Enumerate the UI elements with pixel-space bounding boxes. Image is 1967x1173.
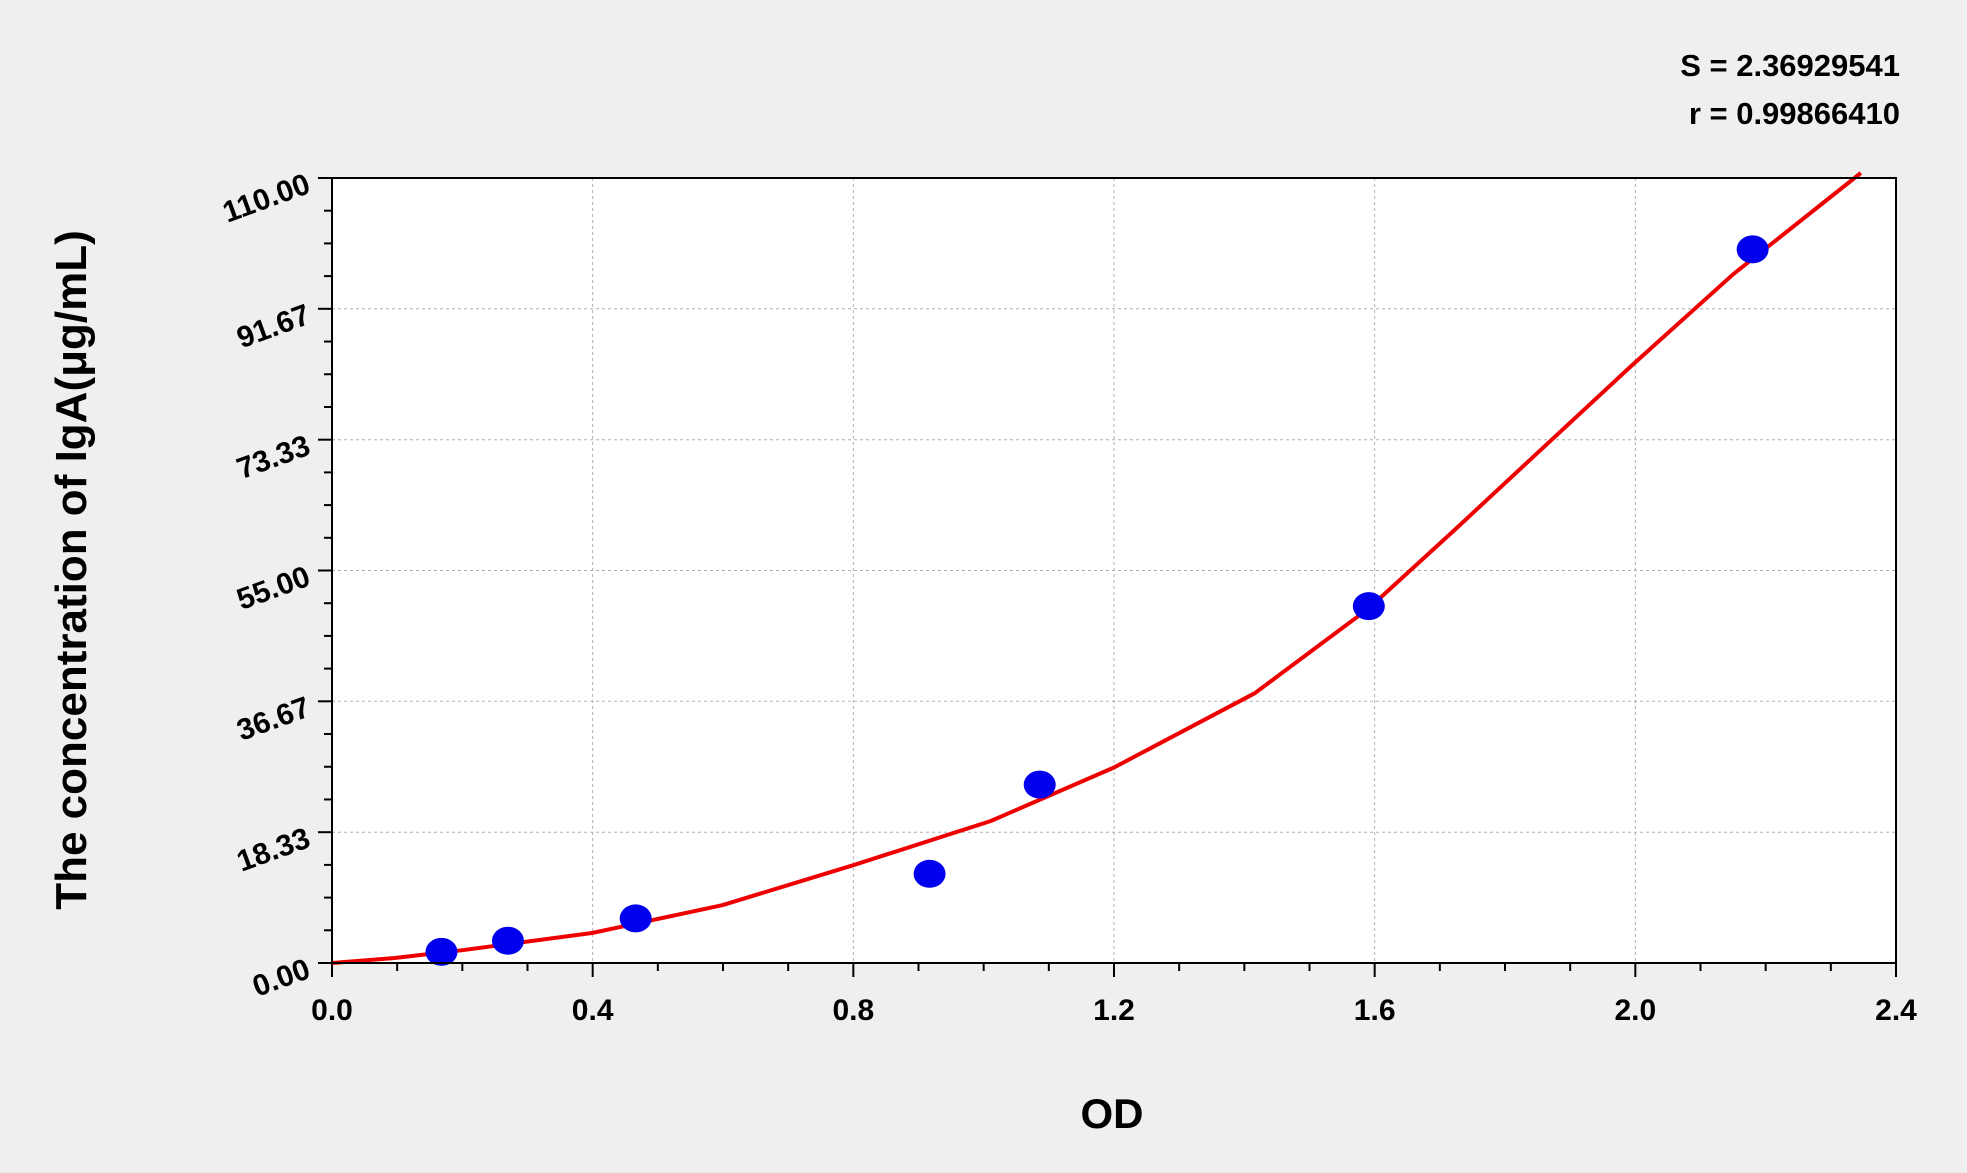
data-point xyxy=(1736,235,1769,264)
data-point xyxy=(1352,592,1385,621)
data-point xyxy=(619,904,652,933)
x-axis-label: OD xyxy=(1081,1090,1144,1137)
data-point xyxy=(425,937,458,966)
y-tick-label: 55.00 xyxy=(233,560,315,617)
data-point xyxy=(1023,770,1056,799)
x-tick-label: 1.6 xyxy=(1354,994,1396,1027)
x-tick-label: 2.0 xyxy=(1614,994,1656,1027)
y-axis-label: The concentration of IgA(μg/mL) xyxy=(47,230,96,910)
y-tick-label: 73.33 xyxy=(233,429,315,486)
annotation-r: r = 0.99866410 xyxy=(1689,96,1900,131)
y-tick-label: 110.00 xyxy=(218,168,314,230)
x-tick-label: 0.4 xyxy=(572,994,614,1027)
annotation-s: S = 2.36929541 xyxy=(1680,48,1900,83)
x-tick-label: 1.2 xyxy=(1093,994,1135,1027)
y-tick-label: 0.00 xyxy=(248,953,314,1004)
x-tick-label: 0.8 xyxy=(832,994,874,1027)
data-point xyxy=(491,926,524,955)
x-tick-label: 0.0 xyxy=(311,994,353,1027)
y-tick-label: 91.67 xyxy=(233,298,315,355)
data-point xyxy=(913,859,946,888)
x-tick-label: 2.4 xyxy=(1875,994,1917,1027)
plot-frame xyxy=(331,177,1897,964)
y-tick-label: 36.67 xyxy=(233,691,315,748)
y-tick-label: 18.33 xyxy=(233,822,315,879)
